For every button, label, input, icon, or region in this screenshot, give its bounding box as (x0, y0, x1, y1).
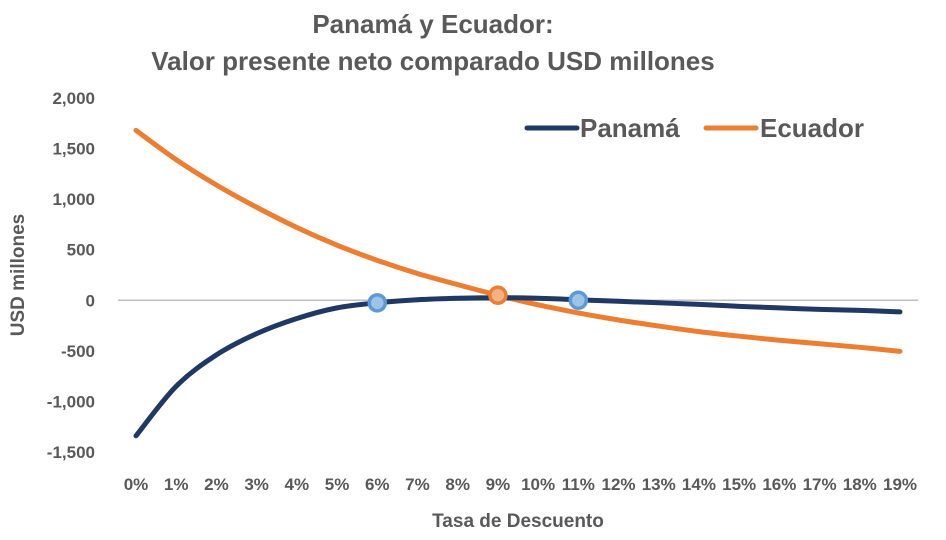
x-tick-label: 18% (843, 475, 877, 494)
x-axis-title: Tasa de Descuento (432, 511, 604, 532)
chart-title-line-2: Valor presente neto comparado USD millon… (151, 46, 714, 76)
x-tick-label: 6% (365, 475, 390, 494)
x-tick-label: 16% (762, 475, 796, 494)
x-tick-label: 14% (682, 475, 716, 494)
x-tick-label: 8% (445, 475, 470, 494)
y-tick-label: -1,500 (47, 443, 95, 462)
highlight-markers (367, 285, 589, 313)
x-tick-label: 15% (722, 475, 756, 494)
y-tick-label: 1,000 (52, 190, 95, 209)
x-tick-label: 9% (486, 475, 511, 494)
x-tick-label: 11% (562, 475, 595, 494)
x-tick-label: 2% (204, 475, 229, 494)
x-tick-label: 17% (803, 475, 837, 494)
y-axis-title: USD millones (8, 214, 29, 336)
x-tick-label: 0% (124, 475, 149, 494)
legend-label-panama: Panamá (580, 113, 680, 143)
y-tick-label: 2,000 (52, 89, 95, 108)
x-tick-label: 10% (521, 475, 555, 494)
x-tick-label: 4% (285, 475, 310, 494)
series-line-ecuador (133, 127, 903, 354)
x-tick-label: 13% (642, 475, 676, 494)
x-tick-label: 19% (883, 475, 917, 494)
x-tick-label: 1% (164, 475, 189, 494)
chart-title-line-1: Panamá y Ecuador: (312, 9, 553, 39)
series-line-panama (133, 295, 903, 439)
series-lines (133, 127, 903, 439)
y-tick-label: 500 (67, 241, 95, 260)
y-tick-label: -1,000 (47, 392, 95, 411)
x-tick-label: 12% (602, 475, 636, 494)
marker-panama (568, 290, 589, 311)
legend: Panamá Ecuador (524, 113, 864, 143)
x-tick-label: 3% (244, 475, 269, 494)
x-tick-label: 7% (405, 475, 430, 494)
legend-label-ecuador: Ecuador (760, 113, 864, 143)
y-tick-label: 1,500 (52, 140, 95, 159)
marker-ecuador (488, 285, 508, 305)
y-tick-label: 0 (86, 291, 95, 310)
x-axis-ticks: 0% 1% 2% 3% 4% 5% 6% 7% 8% 9% 10% 11% 12% 13% 14% 15% 16… (124, 475, 917, 494)
x-tick-label: 5% (325, 475, 350, 494)
marker-panama (367, 293, 388, 313)
y-axis-ticks: 2,000 1,500 1,000 500 0 -500 -1,000 -1,500 (47, 89, 95, 462)
y-tick-label: -500 (61, 342, 95, 361)
